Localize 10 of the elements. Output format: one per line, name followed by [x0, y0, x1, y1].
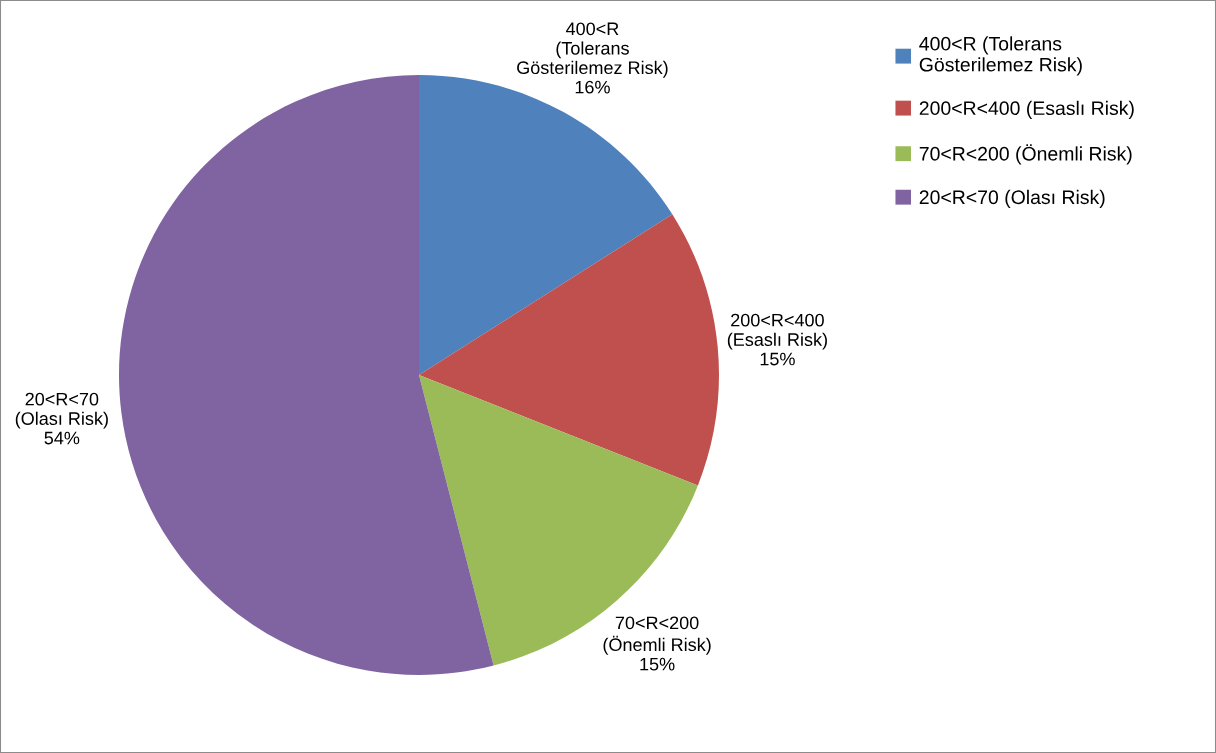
legend-label: 20<R<70 (Olası Risk)	[919, 189, 1105, 208]
legend-label: 200<R<400 (Esaslı Risk)	[919, 100, 1134, 119]
legend-label: 400<R (Tolerans Gösterilemez Risk)	[919, 36, 1082, 76]
data-label: 400<R (Tolerans Gösterilemez Risk) 16%	[517, 22, 668, 94]
data-label: 20<R<70 (Olası Risk) 54%	[15, 392, 108, 445]
data-label: 70<R<200 (Önemli Risk) 15%	[603, 616, 711, 671]
pie-slice	[119, 75, 494, 675]
legend-label: 70<R<200 (Önemli Risk)	[919, 144, 1132, 165]
pie-slice	[419, 214, 719, 486]
data-label: 200<R<400 (Esaslı Risk) 15%	[727, 313, 827, 366]
